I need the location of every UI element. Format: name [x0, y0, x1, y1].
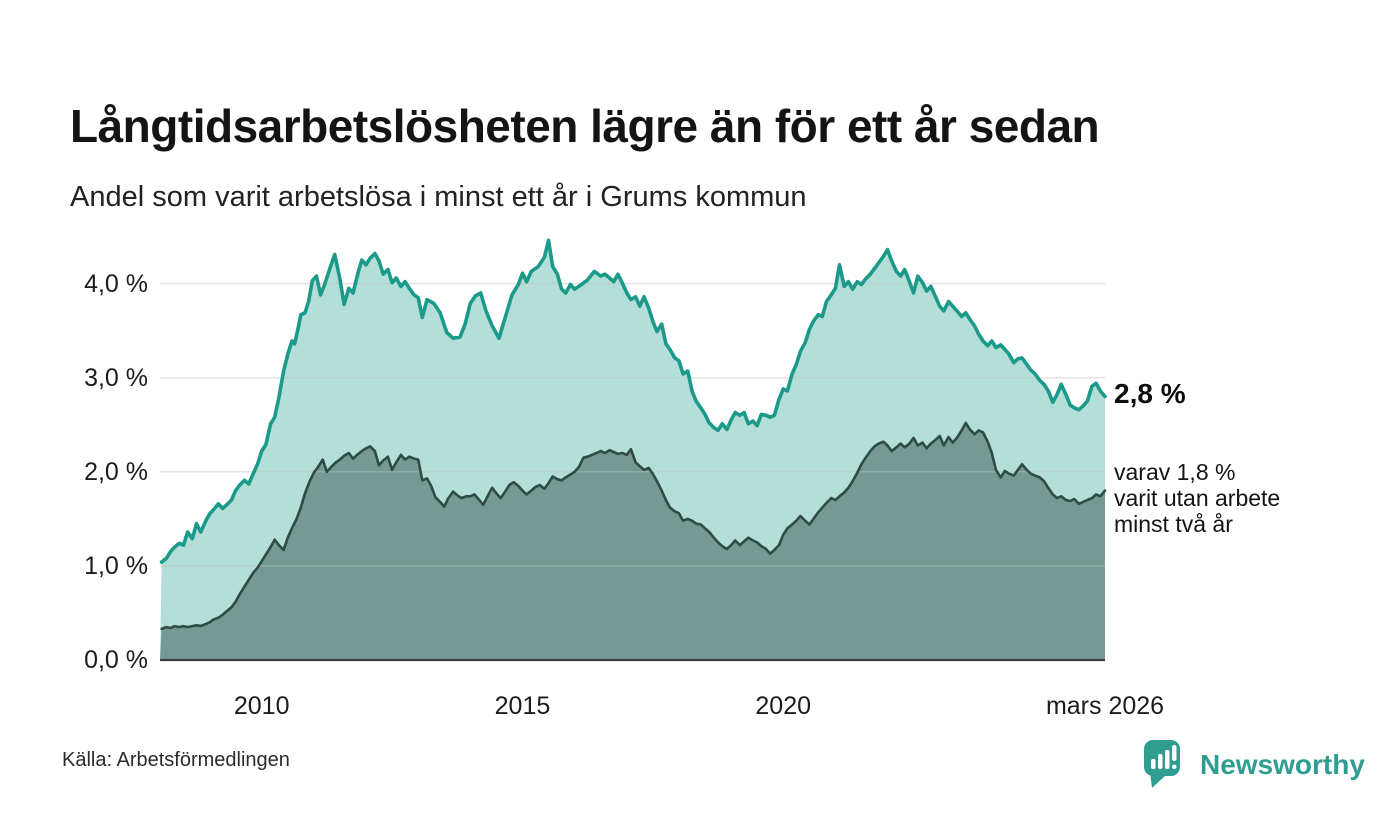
y-tick-label: 4,0 %	[84, 269, 148, 298]
newsworthy-logo-icon	[1144, 740, 1180, 788]
annotation-detail-line: varav 1,8 %	[1114, 459, 1236, 485]
y-tick-label: 1,0 %	[84, 551, 148, 580]
brand-name: Newsworthy	[1200, 749, 1365, 780]
y-tick-label: 3,0 %	[84, 363, 148, 392]
x-tick-label: 2015	[494, 692, 551, 720]
y-tick-label: 2,0 %	[84, 457, 148, 486]
annotation-detail-line: minst två år	[1114, 511, 1233, 537]
x-tick-label: 2020	[755, 692, 812, 720]
x-tick-label: 2010	[233, 692, 290, 720]
annotation-detail: varav 1,8 % varit utan arbete minst två …	[1114, 459, 1280, 537]
y-tick-label: 0,0 %	[84, 646, 148, 674]
page-subtitle: Andel som varit arbetslösa i minst ett å…	[70, 181, 807, 213]
area-minst-tva-ar	[160, 422, 1105, 660]
source-note: Källa: Arbetsförmedlingen	[62, 749, 290, 771]
latest-value-label: 2,8 %	[1114, 378, 1186, 409]
x-tick-label: mars 2026	[1045, 692, 1165, 720]
newsworthy-brand: Newsworthy	[1142, 738, 1365, 790]
line-minst-tva-ar	[160, 421, 1107, 631]
line-minst-ett-ar	[159, 238, 1107, 564]
annotation-detail-line: varit utan arbete	[1114, 485, 1281, 511]
page-title: Långtidsarbetslösheten lägre än för ett …	[70, 99, 1100, 152]
